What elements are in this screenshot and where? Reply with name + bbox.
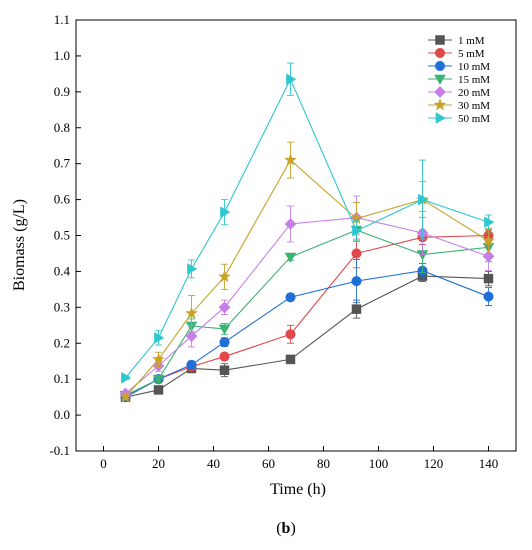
x-tick-label: 0 [100, 456, 107, 471]
data-point [482, 234, 495, 247]
data-point [284, 218, 297, 230]
panel-label: (b) [276, 520, 296, 537]
y-tick-label: 0.4 [54, 263, 71, 278]
data-point [483, 291, 494, 302]
y-tick-label: 0.0 [54, 407, 70, 422]
data-point [152, 352, 165, 365]
data-point [220, 206, 231, 218]
data-point [119, 390, 132, 403]
data-point [218, 269, 231, 283]
x-tick-label: 100 [369, 456, 389, 471]
data-point [352, 225, 363, 237]
data-point [187, 263, 198, 275]
data-point [219, 337, 230, 348]
data-point [153, 385, 164, 395]
y-tick-label: 0.9 [54, 84, 70, 99]
series-10-mm [120, 259, 494, 403]
y-tick-label: 0.6 [54, 192, 71, 207]
data-point [186, 359, 197, 370]
data-point [284, 153, 297, 166]
legend-marker [434, 74, 446, 85]
y-axis-title: Biomass (g/L) [11, 199, 28, 291]
series-line [125, 229, 489, 396]
y-tick-label: 0.1 [54, 371, 70, 386]
legend-marker [435, 35, 445, 45]
legend-label: 30 mM [458, 100, 490, 112]
x-tick-label: 80 [317, 456, 330, 471]
data-point [284, 252, 297, 263]
data-point [285, 329, 296, 340]
y-tick-label: -0.1 [49, 443, 70, 458]
legend-marker [434, 47, 446, 59]
data-point [218, 324, 231, 335]
legend-marker [434, 60, 446, 72]
legend-marker [434, 86, 446, 98]
plot-area: 0 20 40 60 80 100 120 140 -0.1 0.0 0.1 0.2 0.3 0.4 0.5… [49, 12, 517, 471]
data-point [152, 374, 165, 386]
plot-frame [75, 19, 517, 452]
legend-label: 50 mM [458, 113, 490, 125]
data-point [219, 351, 230, 362]
data-point [185, 330, 198, 343]
x-tick-label: 120 [424, 456, 444, 471]
y-tick-label: 1.0 [54, 48, 70, 63]
series-1-mm [120, 270, 494, 402]
data-point [351, 276, 362, 287]
x-tick-label: 20 [152, 456, 165, 471]
y-tick-label: 1.1 [54, 12, 70, 27]
data-point [218, 301, 231, 314]
legend-marker [435, 112, 446, 124]
series-line [125, 234, 489, 398]
data-point [285, 292, 296, 303]
data-point [219, 365, 230, 375]
data-point [483, 273, 494, 284]
series-line [125, 159, 489, 398]
legend-label: 1 mM [458, 35, 485, 47]
series-line [125, 77, 489, 379]
y-tick-label: 0.8 [54, 120, 70, 135]
data-point [154, 332, 165, 344]
series-50-mm [121, 62, 495, 384]
series-line [125, 275, 489, 398]
y-tick-label: 0.7 [54, 156, 71, 171]
x-tick-label: 40 [207, 456, 220, 471]
data-point [418, 193, 429, 206]
series-line [125, 270, 489, 398]
data-point [484, 216, 495, 229]
legend-label: 20 mM [458, 87, 490, 99]
legend-marker [433, 98, 447, 111]
y-tick-label: 0.5 [54, 228, 70, 243]
y-tick-label: 0.2 [54, 335, 70, 350]
y-tick-label: 0.3 [54, 299, 70, 314]
x-tick-label: 60 [262, 456, 275, 471]
series-30-mm [119, 141, 495, 403]
legend-label: 10 mM [458, 61, 490, 73]
x-axis-title: Time (h) [270, 481, 326, 498]
series-15-mm [119, 218, 495, 402]
data-point [185, 306, 198, 319]
data-point [285, 354, 296, 365]
data-point [351, 304, 362, 314]
legend-label: 5 mM [458, 48, 485, 60]
series-line [125, 216, 489, 394]
x-tick-label: 140 [479, 456, 499, 471]
data-point [351, 248, 362, 259]
legend-label: 15 mM [458, 74, 490, 86]
series-5-mm [120, 229, 494, 403]
data-point [286, 73, 297, 86]
data-point [121, 371, 132, 384]
series-20-mm [119, 195, 495, 400]
